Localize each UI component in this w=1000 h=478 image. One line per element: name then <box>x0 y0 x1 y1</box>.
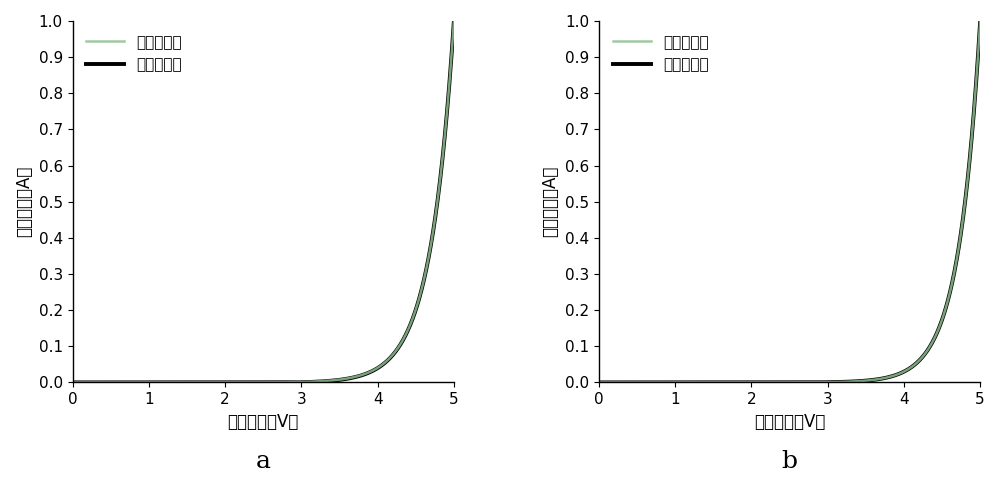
Y-axis label: 正向电流（A）: 正向电流（A） <box>15 166 33 238</box>
老化试验后 <box>756 380 768 385</box>
Line: 老化试验后: 老化试验后 <box>599 21 980 382</box>
老化试验后 <box>636 380 648 385</box>
老化试验前 <box>593 380 605 385</box>
老化试验前 <box>926 341 938 347</box>
老化试验前 <box>967 123 979 129</box>
老化试验前 <box>213 380 225 385</box>
老化试验后 <box>67 380 79 385</box>
老化试验前 <box>399 333 411 338</box>
老化试验前 <box>756 380 768 385</box>
老化试验后 <box>926 341 938 347</box>
老化试验后 <box>110 380 122 385</box>
老化试验后 <box>399 333 411 338</box>
Line: 老化试验后: 老化试验后 <box>73 21 454 382</box>
老化试验后 <box>739 380 751 385</box>
Y-axis label: 正向电流（A）: 正向电流（A） <box>541 166 559 238</box>
Text: b: b <box>782 450 798 473</box>
Line: 老化试验前: 老化试验前 <box>599 21 980 382</box>
老化试验后 <box>593 380 605 385</box>
Legend: 老化试验前, 老化试验后: 老化试验前, 老化试验后 <box>80 29 188 78</box>
老化试验前 <box>659 380 671 385</box>
Text: a: a <box>256 450 271 473</box>
老化试验前 <box>110 380 122 385</box>
老化试验前 <box>636 380 648 385</box>
老化试验后 <box>448 18 460 24</box>
X-axis label: 正向电压（V）: 正向电压（V） <box>754 413 825 431</box>
老化试验前 <box>133 380 145 385</box>
老化试验后 <box>659 380 671 385</box>
老化试验后 <box>974 18 986 24</box>
老化试验前 <box>67 380 79 385</box>
老化试验后 <box>967 123 979 129</box>
老化试验后 <box>229 380 241 385</box>
Legend: 老化试验前, 老化试验后: 老化试验前, 老化试验后 <box>606 29 715 78</box>
老化试验后 <box>133 380 145 385</box>
老化试验后 <box>213 380 225 385</box>
老化试验前 <box>229 380 241 385</box>
老化试验前 <box>739 380 751 385</box>
老化试验前 <box>448 18 460 24</box>
老化试验后 <box>440 116 452 121</box>
Line: 老化试验前: 老化试验前 <box>73 21 454 382</box>
X-axis label: 正向电压（V）: 正向电压（V） <box>228 413 299 431</box>
老化试验前 <box>440 116 452 121</box>
老化试验前 <box>974 18 986 24</box>
